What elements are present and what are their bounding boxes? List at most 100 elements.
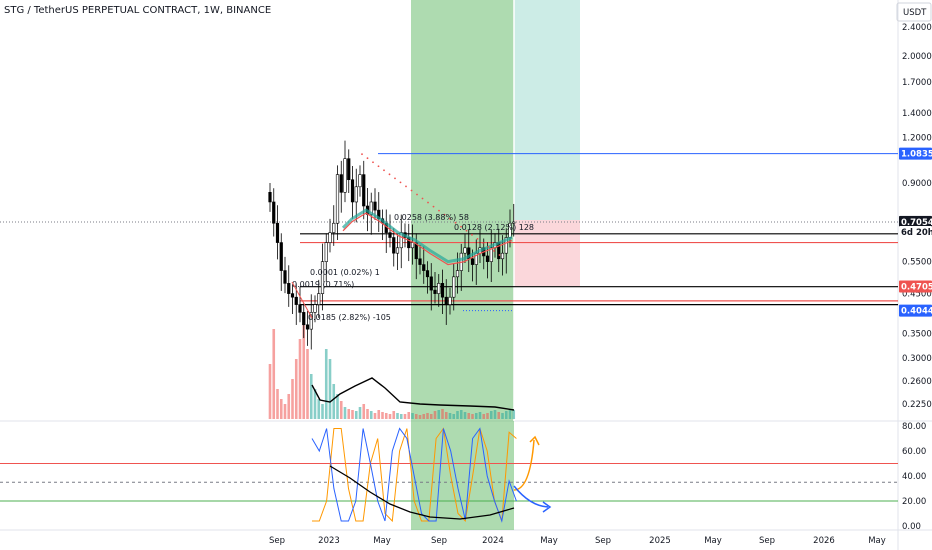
- price-tick-label: 0.3000: [902, 354, 932, 364]
- trailing-stop-dot: [487, 246, 490, 248]
- trailing-stop-dot: [383, 169, 385, 172]
- price-badge-label: 0.4705: [901, 283, 932, 293]
- volume-bar: [392, 411, 396, 419]
- candle-body: [290, 293, 295, 298]
- candle-body: [392, 237, 396, 254]
- volume-bar: [332, 384, 336, 419]
- volume-bar: [321, 404, 324, 419]
- long-position-stop-zone: [514, 220, 580, 286]
- price-tick-label: 2.0000: [902, 52, 932, 62]
- trailing-stop-dot: [482, 241, 484, 244]
- volume-bar: [381, 412, 384, 419]
- candle-body: [335, 174, 340, 224]
- volume-bar: [369, 411, 373, 419]
- candle-body: [470, 258, 475, 265]
- volume-bar: [347, 409, 351, 419]
- volume-bar: [324, 349, 328, 419]
- candle-body: [320, 261, 325, 294]
- volume-bar: [501, 413, 504, 419]
- time-tick-label: Sep: [595, 536, 611, 546]
- price-tick-label: 0.5500: [902, 258, 932, 268]
- price-badge: [899, 226, 932, 239]
- volume-bar: [309, 374, 313, 419]
- chart-title: STG / TetherUS PERPETUAL CONTRACT, 1W, B…: [4, 5, 272, 16]
- osc-tick-label: 0.00: [902, 522, 921, 532]
- volume-bar: [467, 413, 471, 419]
- trailing-stop-dot: [394, 177, 396, 180]
- candle-body: [437, 283, 441, 294]
- price-tick-label: 1.4000: [902, 109, 932, 119]
- candle-body: [354, 186, 358, 203]
- candle-body: [388, 232, 392, 238]
- candle-body: [362, 174, 366, 207]
- trailing-stop-dot: [366, 157, 369, 160]
- candle-body: [504, 237, 508, 254]
- ema-ribbon: [341, 208, 513, 264]
- time-tick-label: Sep: [759, 536, 775, 546]
- trailing-stop-dot: [498, 254, 501, 256]
- trailing-stop-dot: [454, 221, 457, 224]
- volume-bar: [388, 414, 392, 419]
- candle-body: [455, 270, 460, 278]
- candle-body: [444, 296, 448, 305]
- volume-bar: [354, 411, 358, 419]
- time-tick-label: 2024: [482, 536, 504, 546]
- price-badge: [899, 147, 932, 160]
- volume-bar: [291, 379, 294, 419]
- time-tick-label: Sep: [431, 536, 447, 546]
- price-tick-label: 1.2000: [902, 133, 932, 143]
- price-tick-label: 0.2600: [902, 377, 932, 387]
- price-tick-label: 0.3500: [902, 330, 932, 340]
- candle-body: [339, 174, 343, 193]
- trailing-stop-dot: [427, 201, 429, 204]
- osc-signal-line: [329, 465, 515, 520]
- long-position-target-zone: [514, 0, 580, 220]
- volume-bar: [362, 404, 366, 419]
- trailing-stop-dot: [443, 213, 446, 216]
- volume-bar: [512, 410, 516, 419]
- volume-bar: [463, 412, 467, 419]
- currency-box[interactable]: [896, 2, 932, 22]
- price-tick-label: 0.4500: [902, 290, 932, 300]
- candle-body: [429, 276, 433, 291]
- price-badge: [899, 280, 932, 293]
- volume-bar: [504, 411, 508, 419]
- trailing-stop-dot: [410, 189, 413, 192]
- candle-body: [410, 242, 415, 249]
- candle-body: [305, 324, 310, 330]
- volume-bar: [276, 389, 279, 419]
- measure-annotation: 0.0258 (3.88%) 58: [394, 213, 469, 222]
- volume-bar: [456, 411, 459, 419]
- candle-body: [324, 242, 328, 262]
- volume-bar: [283, 404, 287, 419]
- volume-bar: [418, 415, 422, 419]
- measure-annotation: 0.0019 (0.71%): [292, 280, 354, 289]
- candle-body: [463, 247, 467, 254]
- candle-body: [309, 312, 313, 330]
- projection-arrow-down: [513, 485, 549, 508]
- price-tick-label: 0.2250: [902, 400, 932, 410]
- ema-ribbon-red: [342, 212, 513, 266]
- time-tick-label: May: [373, 536, 391, 546]
- candle-body: [287, 283, 291, 294]
- candle-body: [332, 222, 336, 233]
- candle-body: [418, 258, 422, 265]
- candle-body: [452, 276, 456, 298]
- volume-bar: [272, 329, 276, 419]
- candle-body: [317, 293, 321, 305]
- volume-bar: [493, 410, 497, 419]
- candle-body: [448, 296, 452, 305]
- measure-annotation: 0.0185 (2.82%) -105: [308, 313, 391, 322]
- volume-bar: [302, 324, 306, 419]
- time-tick-label: 2026: [813, 536, 835, 546]
- volume-bar: [358, 407, 362, 419]
- osc-tick-label: 40.00: [902, 472, 926, 482]
- trailing-stop-dot: [416, 193, 418, 196]
- price-tick-label: 2.4000: [902, 23, 932, 33]
- volume-bar: [336, 394, 339, 419]
- candle-body: [489, 247, 493, 262]
- candle-body: [358, 174, 362, 188]
- candle-body: [512, 221, 516, 224]
- volume-ma-line: [311, 377, 515, 411]
